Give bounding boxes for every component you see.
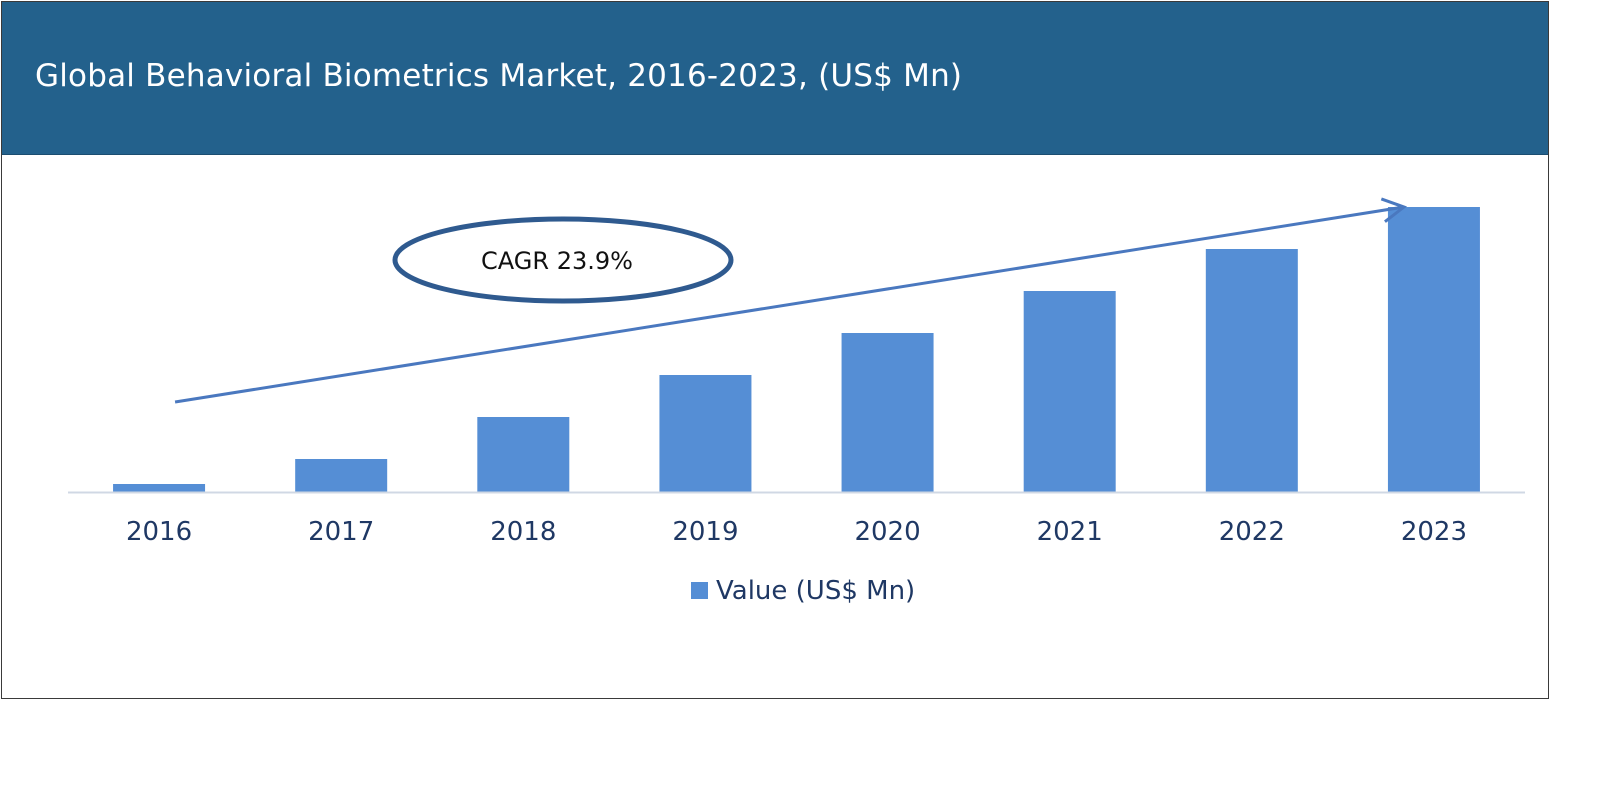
bar-2016 [113, 484, 206, 492]
x-tick-2019: 2019 [672, 517, 738, 547]
x-tick-2022: 2022 [1219, 517, 1285, 547]
x-tick-2017: 2017 [308, 517, 374, 547]
bars-layer [113, 207, 1480, 492]
trend-arrow-line [174, 205, 1405, 404]
cagr-label: CAGR 23.9% [481, 247, 633, 275]
annotations: CAGR 23.9% [174, 197, 1408, 404]
cagr-ellipse [392, 216, 734, 304]
bar-2018 [477, 417, 570, 492]
bar-2022 [1205, 249, 1298, 492]
bar-2020 [841, 333, 934, 492]
chart-title: Global Behavioral Biometrics Market, 201… [35, 58, 963, 94]
x-tick-2016: 2016 [126, 517, 192, 547]
x-tick-2018: 2018 [490, 517, 556, 547]
x-tick-labels: 2016 2017 2018 2019 2020 2021 2022 2023 [126, 517, 1467, 547]
bar-2023 [1387, 207, 1480, 492]
x-tick-2023: 2023 [1401, 517, 1467, 547]
bar-2017 [295, 459, 388, 492]
x-tick-2020: 2020 [854, 517, 920, 547]
trend-arrow-head [1380, 197, 1408, 223]
bar-2019 [659, 375, 752, 492]
legend-label: Value (US$ Mn) [716, 576, 915, 606]
chart-header: Global Behavioral Biometrics Market, 201… [2, 2, 1548, 155]
legend: Value (US$ Mn) [691, 576, 915, 606]
x-tick-2021: 2021 [1037, 517, 1103, 547]
bar-2021 [1023, 291, 1116, 492]
legend-swatch [691, 582, 708, 599]
